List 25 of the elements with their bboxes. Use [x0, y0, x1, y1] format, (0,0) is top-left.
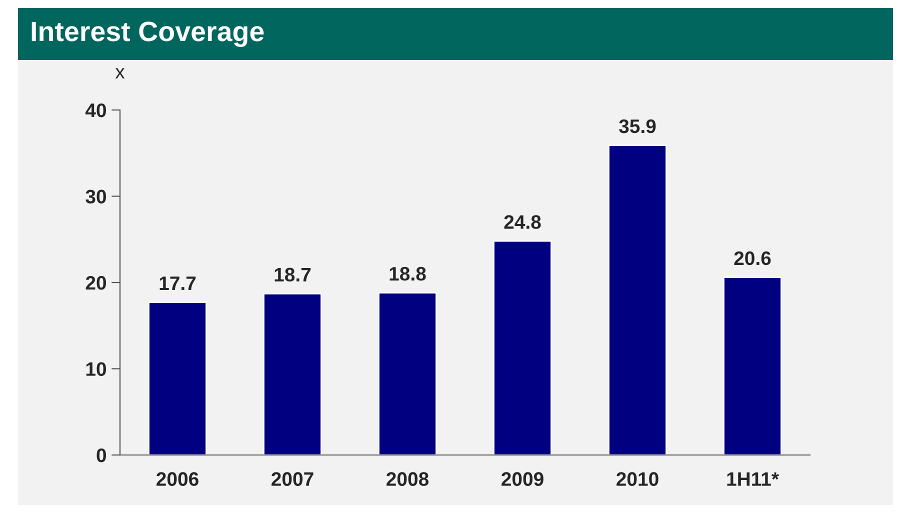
bar [608, 144, 667, 455]
x-tick-label: 2009 [502, 472, 544, 486]
y-tick-label: 0 [96, 448, 106, 462]
data-label: 18.8 [390, 266, 426, 281]
x-tick-label: 1H11* [727, 472, 779, 486]
data-label: 24.8 [504, 215, 541, 229]
data-label: 20.6 [734, 251, 771, 266]
data-label: 35.9 [619, 119, 656, 134]
bar [148, 302, 207, 455]
x-tick-label: 2006 [156, 472, 198, 486]
data-label: 18.7 [274, 268, 311, 282]
bar [378, 292, 437, 455]
x-tick-label: 2010 [616, 472, 658, 486]
x-tick-label: 2008 [386, 472, 429, 486]
y-tick-label: 10 [86, 362, 106, 376]
bar [263, 293, 322, 455]
bar [723, 276, 782, 455]
y-axis-title: x [115, 68, 125, 78]
bar [493, 240, 552, 455]
y-tick-label: 40 [85, 103, 106, 118]
chart-title: Interest Coverage [32, 22, 264, 47]
data-label: 17.7 [160, 276, 196, 290]
y-tick-label: 20 [86, 276, 106, 290]
y-tick-label: 30 [86, 190, 106, 204]
x-tick-label: 2007 [272, 472, 314, 486]
